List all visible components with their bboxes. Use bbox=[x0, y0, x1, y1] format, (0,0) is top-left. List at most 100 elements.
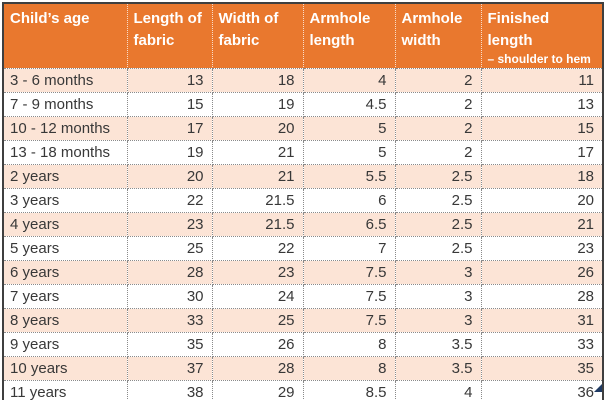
value-cell: 2 bbox=[395, 92, 482, 117]
value-cell: 20 bbox=[212, 116, 304, 141]
value-cell: 23 bbox=[127, 212, 213, 237]
table-row: 6 years 28 23 7.5 3 26 bbox=[3, 260, 603, 285]
value-cell: 30 bbox=[127, 284, 213, 309]
table-row: 10 - 12 months 17 20 5 2 15 bbox=[3, 116, 603, 141]
table-row: 13 - 18 months 19 21 5 2 17 bbox=[3, 140, 603, 165]
value-cell: 35 bbox=[127, 332, 213, 357]
table-row: 5 years 25 22 7 2.5 23 bbox=[3, 236, 603, 261]
col-header-label: Finished length bbox=[487, 10, 550, 49]
value-cell: 2 bbox=[395, 116, 482, 141]
value-cell: 8 bbox=[303, 356, 396, 381]
value-cell: 7.5 bbox=[303, 308, 396, 333]
value-cell: 21.5 bbox=[212, 212, 304, 237]
col-header-sublabel: – shoulder to hem bbox=[487, 51, 591, 66]
value-cell: 6.5 bbox=[303, 212, 396, 237]
value-cell: 3 bbox=[395, 308, 482, 333]
value-cell: 23 bbox=[212, 260, 304, 285]
value-cell: 4 bbox=[303, 68, 396, 93]
col-header-armhole-length: Armhole length bbox=[303, 3, 396, 69]
value-cell: 2.5 bbox=[395, 188, 482, 213]
table-row: 7 years 30 24 7.5 3 28 bbox=[3, 284, 603, 309]
col-header-length-of-fabric: Length of fabric bbox=[127, 3, 213, 69]
age-cell: 2 years bbox=[3, 164, 128, 189]
value-cell: 36 bbox=[481, 380, 603, 400]
value-cell: 13 bbox=[481, 92, 603, 117]
value-cell: 7.5 bbox=[303, 284, 396, 309]
value-cell: 26 bbox=[481, 260, 603, 285]
age-cell: 5 years bbox=[3, 236, 128, 261]
table-row: 2 years 20 21 5.5 2.5 18 bbox=[3, 164, 603, 189]
table-row: 8 years 33 25 7.5 3 31 bbox=[3, 308, 603, 333]
value-cell: 24 bbox=[212, 284, 304, 309]
table-row: 11 years 38 29 8.5 4 36 bbox=[3, 380, 603, 400]
table-row: 9 years 35 26 8 3.5 33 bbox=[3, 332, 603, 357]
value-cell: 29 bbox=[212, 380, 304, 400]
age-cell: 10 - 12 months bbox=[3, 116, 128, 141]
value-cell: 17 bbox=[481, 140, 603, 165]
value-cell: 2.5 bbox=[395, 212, 482, 237]
col-header-width-of-fabric: Width of fabric bbox=[212, 3, 304, 69]
value-cell: 7 bbox=[303, 236, 396, 261]
col-header-label: Width of fabric bbox=[218, 10, 279, 49]
table-header: Child’s age Length of fabric Width of fa… bbox=[3, 3, 603, 69]
col-header-label: Child’s age bbox=[10, 10, 90, 27]
value-cell: 37 bbox=[127, 356, 213, 381]
value-cell: 8 bbox=[303, 332, 396, 357]
age-cell: 9 years bbox=[3, 332, 128, 357]
age-cell: 7 - 9 months bbox=[3, 92, 128, 117]
col-header-label: Length of fabric bbox=[133, 10, 202, 49]
value-cell: 21 bbox=[212, 164, 304, 189]
value-cell: 20 bbox=[481, 188, 603, 213]
value-cell: 6 bbox=[303, 188, 396, 213]
table-row: 7 - 9 months 15 19 4.5 2 13 bbox=[3, 92, 603, 117]
col-header-finished-length: Finished length – shoulder to hem bbox=[481, 3, 603, 69]
value-cell: 13 bbox=[127, 68, 213, 93]
value-cell: 19 bbox=[127, 140, 213, 165]
value-cell: 5 bbox=[303, 140, 396, 165]
value-cell: 4.5 bbox=[303, 92, 396, 117]
corner-handle-icon bbox=[594, 384, 602, 392]
value-cell: 11 bbox=[481, 68, 603, 93]
value-cell: 5 bbox=[303, 116, 396, 141]
value-cell: 22 bbox=[212, 236, 304, 261]
table-body: 3 - 6 months 13 18 4 2 11 7 - 9 months 15 19 4.5 2… bbox=[3, 68, 603, 400]
value-cell: 3.5 bbox=[395, 332, 482, 357]
value-cell: 22 bbox=[127, 188, 213, 213]
col-header-label: Armhole length bbox=[309, 10, 371, 49]
value-cell: 8.5 bbox=[303, 380, 396, 400]
table-row: 3 - 6 months 13 18 4 2 11 bbox=[3, 68, 603, 93]
age-cell: 3 years bbox=[3, 188, 128, 213]
age-cell: 3 - 6 months bbox=[3, 68, 128, 93]
col-header-armhole-width: Armhole width bbox=[395, 3, 482, 69]
age-cell: 7 years bbox=[3, 284, 128, 309]
value-cell: 2 bbox=[395, 140, 482, 165]
age-cell: 10 years bbox=[3, 356, 128, 381]
age-cell: 13 - 18 months bbox=[3, 140, 128, 165]
value-cell: 23 bbox=[481, 236, 603, 261]
value-cell: 2.5 bbox=[395, 236, 482, 261]
value-cell: 28 bbox=[481, 284, 603, 309]
age-cell: 4 years bbox=[3, 212, 128, 237]
value-cell: 5.5 bbox=[303, 164, 396, 189]
value-cell: 7.5 bbox=[303, 260, 396, 285]
value-cell: 2 bbox=[395, 68, 482, 93]
value-cell: 26 bbox=[212, 332, 304, 357]
value-cell: 19 bbox=[212, 92, 304, 117]
value-cell: 18 bbox=[212, 68, 304, 93]
value-cell: 21 bbox=[212, 140, 304, 165]
value-cell: 31 bbox=[481, 308, 603, 333]
value-cell: 18 bbox=[481, 164, 603, 189]
value-cell: 28 bbox=[212, 356, 304, 381]
value-cell: 21.5 bbox=[212, 188, 304, 213]
value-cell: 21 bbox=[481, 212, 603, 237]
col-header-label: Armhole width bbox=[401, 10, 463, 49]
value-cell: 15 bbox=[481, 116, 603, 141]
table-row: 10 years 37 28 8 3.5 35 bbox=[3, 356, 603, 381]
value-cell: 15 bbox=[127, 92, 213, 117]
value-cell: 3 bbox=[395, 260, 482, 285]
value-cell: 33 bbox=[481, 332, 603, 357]
table-row: 4 years 23 21.5 6.5 2.5 21 bbox=[3, 212, 603, 237]
value-cell: 2.5 bbox=[395, 164, 482, 189]
